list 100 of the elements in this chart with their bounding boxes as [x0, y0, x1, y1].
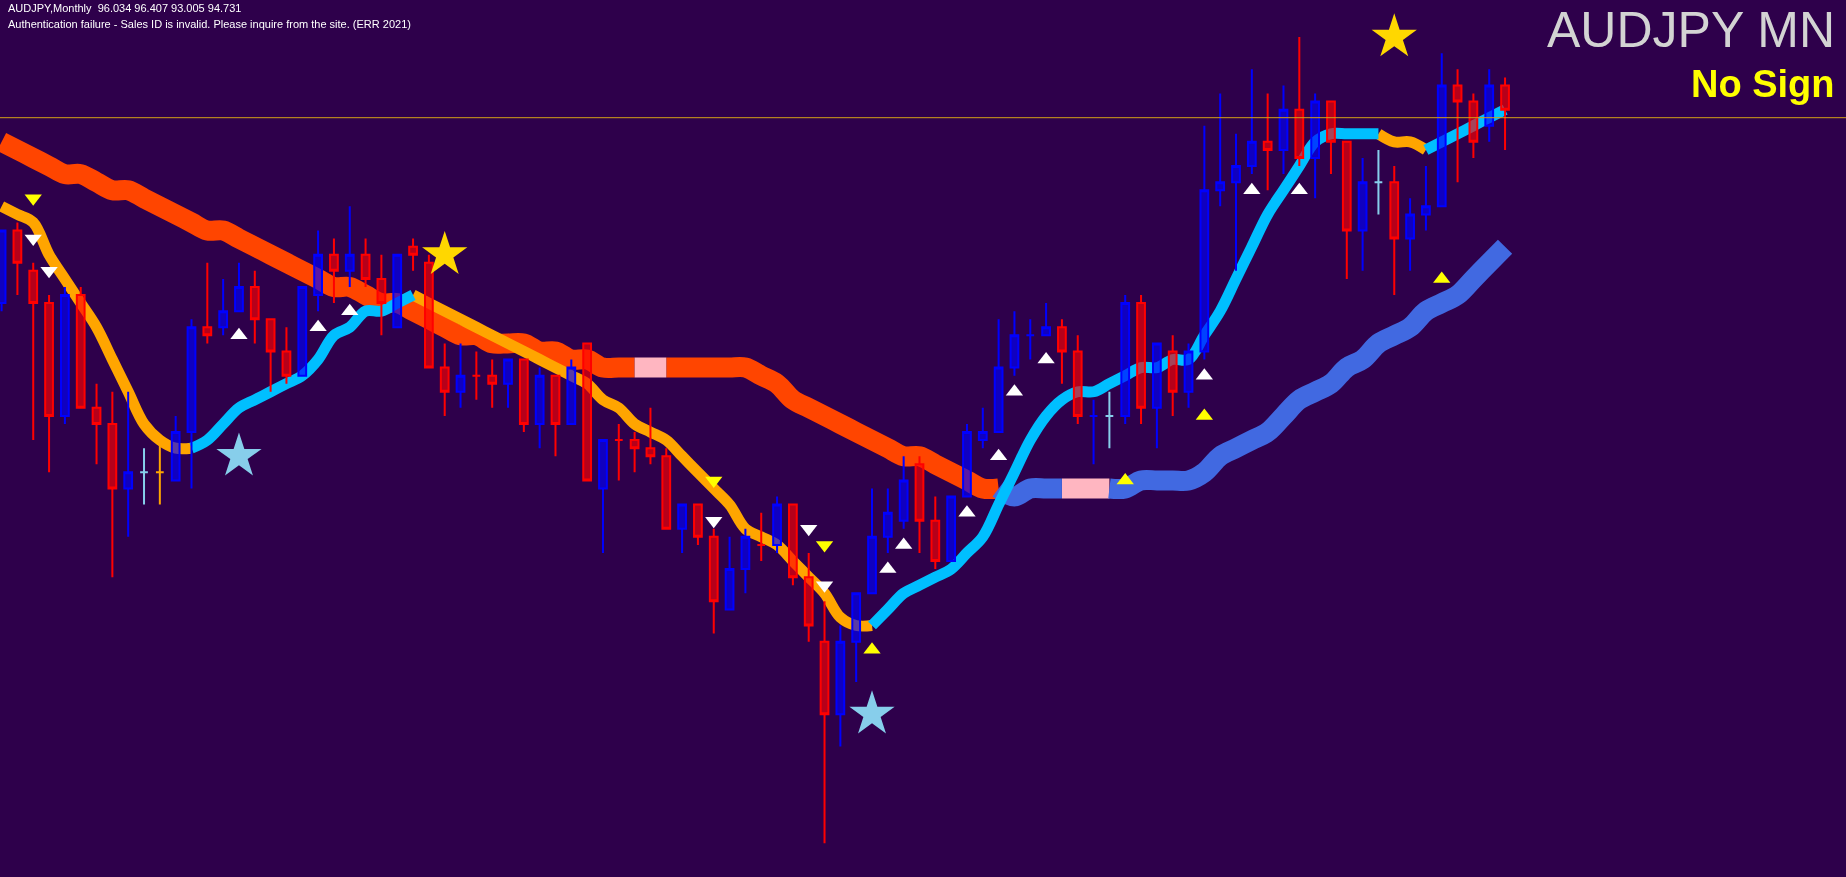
candlestick	[534, 366, 545, 450]
candlestick	[582, 342, 593, 482]
candlestick	[439, 342, 450, 417]
candlestick	[234, 261, 244, 313]
candlestick	[1500, 76, 1510, 151]
candlestick	[1278, 84, 1289, 176]
candlestick	[1231, 132, 1241, 272]
candlestick	[693, 503, 703, 546]
candlestick	[1136, 294, 1146, 425]
candlestick	[139, 447, 149, 506]
candlestick	[1389, 165, 1400, 297]
point	[422, 230, 468, 274]
candlestick	[408, 237, 418, 272]
candlestick	[1405, 197, 1415, 272]
point	[1116, 472, 1134, 485]
candlestick	[851, 592, 862, 683]
candlestick	[1025, 318, 1036, 361]
candlestick	[661, 447, 672, 530]
candlestick	[962, 422, 972, 498]
candlestick	[265, 318, 276, 393]
candlestick	[898, 455, 909, 530]
candlestick	[914, 455, 925, 554]
candlestick	[503, 358, 513, 409]
candlestick	[281, 326, 292, 385]
point	[230, 327, 248, 340]
candlestick	[1152, 342, 1162, 450]
candlestick	[613, 422, 624, 482]
candlestick	[249, 269, 260, 345]
candlestick	[977, 406, 988, 450]
candlestick	[1057, 318, 1067, 385]
candlestick	[1436, 52, 1447, 208]
candlestick	[518, 358, 529, 434]
candlestick	[1199, 124, 1210, 361]
candlestick	[376, 253, 387, 337]
candlestick	[1088, 398, 1099, 466]
candlestick	[1452, 68, 1463, 184]
candlestick	[882, 487, 893, 554]
candlestick	[1294, 36, 1305, 168]
chart-title: AUDJPY,Monthly 96.034 96.407 93.005 94.731	[8, 2, 242, 14]
candlestick	[645, 406, 656, 466]
candlestick	[28, 261, 39, 442]
candlestick	[946, 495, 957, 563]
text: Authentication failure - Sales ID is invalid. Please inquire from the site. (ERR 2021)	[8, 18, 411, 30]
candlestick	[297, 285, 308, 377]
point	[309, 319, 327, 332]
candlestick	[598, 439, 608, 554]
candlestick	[1262, 92, 1273, 192]
candlestick	[835, 624, 846, 748]
candlestick	[329, 237, 339, 305]
candlestick	[487, 358, 498, 409]
candlestick	[1167, 334, 1178, 417]
candlestick	[629, 431, 640, 474]
candlestick	[12, 221, 23, 297]
candlestick	[424, 253, 434, 369]
candlestick	[724, 535, 735, 611]
candlestick	[1326, 100, 1336, 176]
candlestick	[1072, 334, 1083, 425]
candlestick	[867, 487, 877, 595]
candlestick	[1246, 68, 1257, 176]
candlestick	[819, 600, 830, 845]
candlestick	[803, 551, 814, 643]
candlestick	[218, 277, 229, 337]
candlestick	[186, 318, 197, 490]
candlestick	[772, 495, 782, 554]
candlestick	[1310, 92, 1321, 200]
candlestick	[202, 261, 213, 345]
candlestick	[566, 358, 577, 425]
candlestick	[677, 503, 687, 554]
candlestick	[550, 374, 561, 458]
point	[216, 432, 262, 476]
candlestick	[1104, 390, 1115, 450]
candlestick	[1373, 148, 1384, 216]
candlestick	[756, 511, 767, 563]
candlestick	[123, 390, 134, 538]
candlestick	[360, 237, 371, 288]
text: AUDJPY MN	[1547, 2, 1836, 58]
candlestick	[91, 382, 102, 466]
candlestick	[107, 390, 118, 579]
candlestick	[170, 414, 181, 482]
candlestick	[930, 495, 941, 571]
candlestick	[44, 294, 54, 474]
candlestick	[708, 527, 719, 635]
candlestick	[788, 503, 798, 587]
candlestick	[1357, 156, 1368, 272]
candlestick	[740, 527, 751, 595]
candlestick	[392, 253, 403, 329]
candlestick	[1120, 294, 1131, 425]
candlestick	[1183, 342, 1194, 409]
candlestick	[313, 229, 323, 313]
candlestick	[60, 285, 70, 425]
candlestick	[1421, 165, 1431, 232]
candlestick	[993, 318, 1004, 434]
candlestick	[1041, 302, 1051, 337]
candlestick	[455, 342, 466, 409]
candlestick	[1215, 92, 1226, 208]
point	[849, 690, 895, 734]
candlestick	[1468, 92, 1479, 159]
text: No Sign	[1691, 63, 1835, 105]
candlestick	[1009, 310, 1020, 377]
point	[1371, 13, 1417, 57]
